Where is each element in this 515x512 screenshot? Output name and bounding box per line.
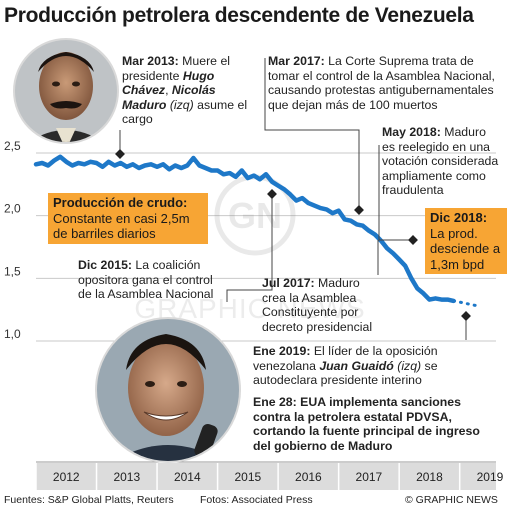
annotation-jul-2017: Jul 2017: Maduro crea la Asamblea Consti… [262,276,384,334]
series-group [33,154,480,308]
annotation-ene-28: Ene 28: EUA implementa sanciones contra … [253,395,485,453]
oil-production-line [33,154,456,304]
leader-dic-2015 [226,194,273,302]
annotation-text-run: se autodeclara presidente interino [253,358,438,388]
marker-ene-2019 [461,311,471,321]
annotation-text-run: Juan Guaidó [319,358,394,373]
marker-may-2018 [408,235,418,245]
callout-text: Constante en casi 2,5m de barriles diari… [53,210,190,242]
y-tick-label: 1,5 [4,264,21,278]
x-tick-label: 2015 [234,470,261,484]
callout-heading: Dic 2018: [430,210,488,225]
footer-credit: © GRAPHIC NEWS [405,494,498,506]
portrait-maduro [13,38,119,144]
x-tick-label: 2014 [174,470,201,484]
marker-mar-2013 [115,149,125,159]
x-tick-label: 2012 [53,470,80,484]
annotation-mar-2013: Mar 2013: Muere el presidente Hugo Cháve… [122,54,260,127]
portrait-guaido [95,317,241,463]
chart-title: Producción petrolera descendente de Vene… [4,4,474,27]
annotation-date: Dic 2015: [78,258,133,272]
x-tick-label: 2019 [477,470,504,484]
annotation-text-run: Nicolás Maduro [122,83,216,112]
callout-dic-2018: Dic 2018: La prod. desciende a 1,3m bpd [425,208,507,274]
x-axis-band [36,463,496,490]
annotation-date: Jul 2017: [262,276,315,290]
footer-photos: Fotos: Associated Press [200,494,313,506]
leader-mar-2017 [264,58,360,210]
annotation-date: Ene 2019: [253,344,311,358]
y-tick-label: 2,0 [4,202,21,216]
annotation-text-run: (izq) [393,358,422,373]
y-tick-labels: 2,5 2,0 1,5 1,0 [4,139,21,341]
annotation-text-run: EUA implementa sanciones contra la petro… [253,395,480,453]
annotation-mar-2017: Mar 2017: La Corte Suprema trata de toma… [268,54,498,112]
annotation-text-run: La coalición opositora gana el control d… [78,258,214,301]
svg-text:GN: GN [228,195,282,236]
x-tick-label: 2017 [356,470,383,484]
annotation-ene-2019: Ene 2019: El líder de la oposición venez… [253,344,471,388]
annotation-leaders [119,58,467,340]
leader-may-2018 [378,145,413,241]
annotation-text-run: , [165,83,172,97]
marker-dic-2015 [267,189,277,199]
annotation-date: Mar 2013: [122,54,179,68]
annotation-text-run: asume el cargo [122,97,248,127]
annotation-date: May 2018: [382,125,441,139]
annotation-text-run: Maduro es reelegido en una votación cons… [382,125,499,197]
annotation-date: Ene 28: [253,395,297,409]
annotation-text-run: (izq) [166,97,194,112]
annotation-markers [115,149,471,321]
annotation-dic-2015: Dic 2015: La coalición opositora gana el… [78,258,228,302]
annotation-text-run: Muere el presidente [122,54,231,83]
annotation-text-run: El líder de la oposición venezolana [253,344,438,373]
annotation-date: Mar 2017: [268,54,325,68]
x-tick-labels: 2012 2013 2014 2015 2016 2017 2018 2019 [35,463,504,490]
projection-line [452,299,480,308]
marker-mar-2017 [354,205,364,215]
y-tick-label: 2,5 [4,139,21,153]
annotation-text-run: La Corte Suprema trata de tomar el contr… [268,54,495,112]
annotation-text-run: Maduro crea la Asamblea Constituyente po… [262,276,373,334]
footer-sources: Fuentes: S&P Global Platts, Reuters [4,494,174,506]
annotation-may-2018: May 2018: Maduro es reelegido en una vot… [382,125,500,198]
y-tick-label: 1,0 [4,327,21,341]
annotation-text-run: Hugo Chávez [122,68,215,98]
x-tick-label: 2018 [416,470,443,484]
x-tick-label: 2013 [113,470,140,484]
callout-heading: Producción de crudo: [53,195,188,210]
callout-text: La prod. desciende a 1,3m bpd [430,225,501,272]
callout-crude-production: Producción de crudo: Constante en casi 2… [48,193,208,244]
x-tick-label: 2016 [295,470,322,484]
